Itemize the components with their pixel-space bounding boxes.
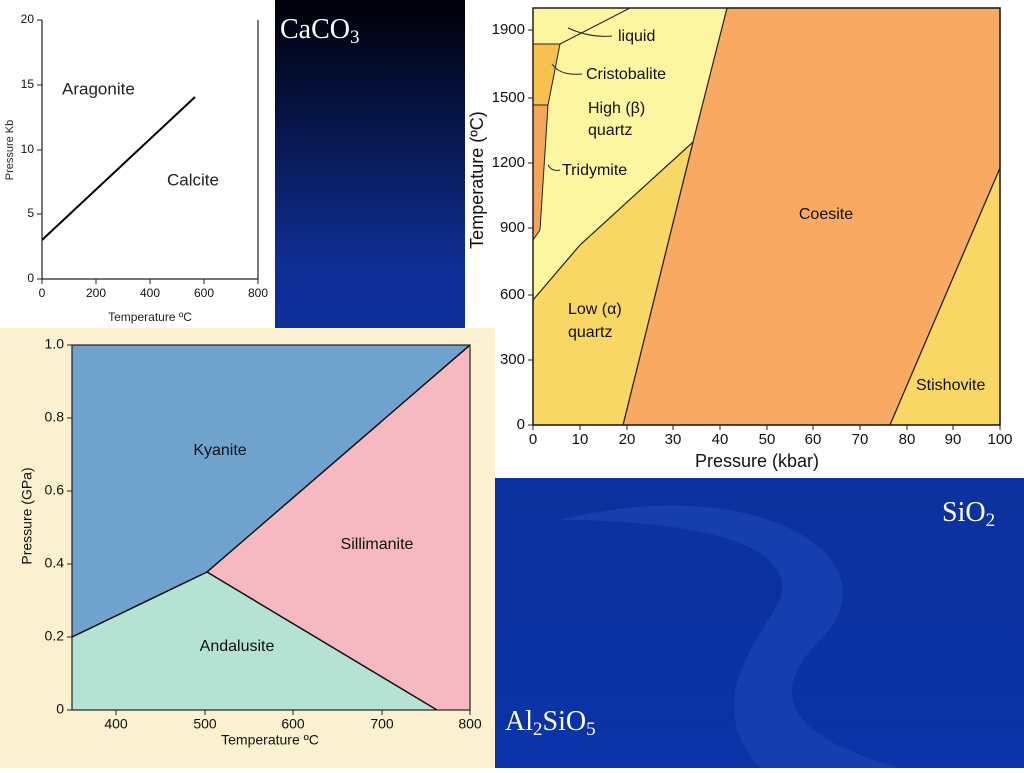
y-tick-label: 15 [21, 77, 35, 91]
x-tick-label: 200 [86, 286, 106, 300]
region-label: High (β) [588, 100, 645, 117]
region-label: Calcite [167, 170, 219, 189]
leader-lines [547, 27, 613, 171]
x-tick-label: 100 [987, 431, 1012, 448]
x-tick-label: 600 [194, 286, 214, 300]
region [72, 572, 437, 710]
x-tick-label: 40 [712, 431, 729, 448]
x-tick-label: 700 [370, 716, 394, 732]
title: CaCO3 [280, 14, 360, 48]
x-tick-label: 800 [458, 716, 482, 732]
y-tick-label: 1900 [492, 21, 525, 38]
y-tick-label: 0 [27, 271, 34, 285]
y-tick-label: 0.8 [45, 409, 65, 425]
y-tick-label: 5 [27, 206, 34, 220]
x-tick-label: 80 [899, 431, 916, 448]
x-axis-label: Pressure (kbar) [695, 451, 819, 471]
boundary [71, 344, 471, 711]
y-tick-label: 0.4 [45, 555, 65, 571]
x-tick-label: 10 [572, 431, 589, 448]
region-label: quartz [568, 324, 612, 341]
x-tick-label: 600 [281, 716, 305, 732]
phase-boundary [41, 96, 196, 241]
y-axis-label: Pressure Kb [4, 120, 16, 181]
swoosh [560, 505, 900, 768]
region-label: Low (α) [568, 301, 622, 318]
panel-bg [0, 0, 275, 328]
region-label: Cristobalite [586, 66, 666, 83]
sio2-panel: liquid Cristobalite High (β) quartz Trid… [465, 0, 1024, 478]
x-tick-label: 0 [529, 431, 537, 448]
x-tick-label: 90 [945, 431, 962, 448]
y-tick-label: 10 [21, 142, 35, 156]
x-tick-label: 0 [39, 286, 46, 300]
y-tick-label: 1500 [492, 89, 525, 106]
region-label: Tridymite [562, 162, 627, 179]
x-axis-label: Temperature ºC [108, 310, 192, 324]
axes [71, 344, 471, 711]
x-tick-label: 800 [248, 286, 268, 300]
x-tick-label: 70 [852, 431, 869, 448]
region-label: Stishovite [916, 377, 985, 394]
y-axis-label: Temperature (ºC) [467, 111, 487, 249]
y-tick-label: 300 [500, 351, 525, 368]
title: Al2SiO5 [505, 706, 596, 740]
caco3-panel: Aragonite Calcite Temperature ºC Pressur… [0, 0, 275, 328]
y-tick-label: 0 [517, 416, 525, 433]
y-tick-label: 0 [56, 701, 64, 717]
x-axis-label: Temperature ºC [221, 732, 319, 748]
y-tick-label: 1.0 [45, 336, 65, 352]
x-tick-label: 30 [665, 431, 682, 448]
y-tick-label: 0.2 [45, 628, 65, 644]
x-tick-label: 500 [193, 716, 217, 732]
x-tick-label: 60 [805, 431, 822, 448]
region-label: Andalusite [200, 638, 275, 655]
region-label: Kyanite [193, 442, 246, 459]
region-label: Sillimanite [341, 536, 414, 553]
boundary [559, 7, 631, 45]
region [207, 345, 470, 710]
al2sio5-panel: Kyanite Sillimanite Andalusite Temperatu… [0, 328, 495, 768]
y-tick-label: 1200 [492, 154, 525, 171]
region-label: liquid [618, 28, 655, 45]
y-tick-label: 20 [21, 12, 35, 26]
y-tick-label: 600 [500, 286, 525, 303]
x-tick-label: 400 [104, 716, 128, 732]
y-tick-label: 900 [500, 219, 525, 236]
region-label: Coesite [799, 206, 853, 223]
x-tick-label: 20 [619, 431, 636, 448]
x-tick-label: 400 [140, 286, 160, 300]
y-axis-label: Pressure (GPa) [19, 467, 35, 564]
x-tick-label: 50 [759, 431, 776, 448]
y-tick-label: 0.6 [45, 482, 65, 498]
region-label: quartz [588, 122, 632, 139]
region-label: Aragonite [62, 79, 135, 98]
region [72, 345, 470, 637]
title: SiO2 [942, 497, 995, 531]
